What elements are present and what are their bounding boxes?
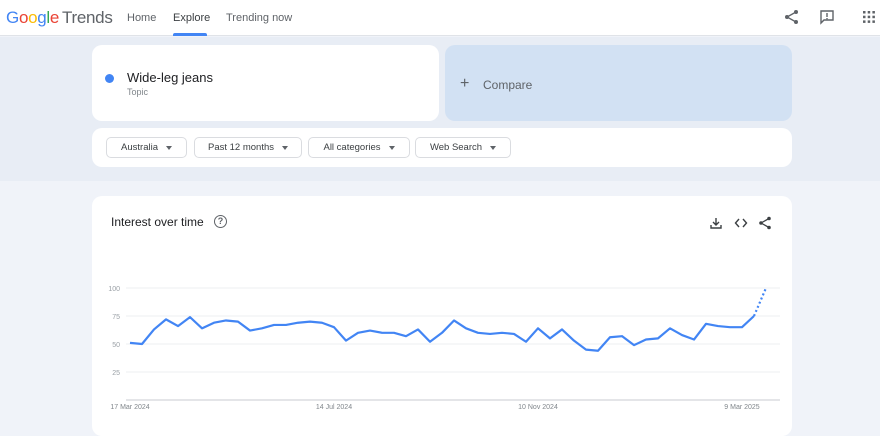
series-line bbox=[130, 316, 754, 351]
x-tick-label: 17 Mar 2024 bbox=[110, 404, 149, 411]
y-tick-label: 25 bbox=[112, 370, 120, 377]
series-partial-segment bbox=[754, 288, 766, 316]
interest-line-chart: 25 50 75 100 17 Mar 2024 14 Jul 2024 10 Nov 20… bbox=[0, 0, 880, 413]
x-tick-label: 14 Jul 2024 bbox=[316, 404, 352, 411]
x-tick-label: 9 Mar 2025 bbox=[724, 404, 760, 411]
y-tick-label: 50 bbox=[112, 342, 120, 349]
y-tick-label: 100 bbox=[108, 286, 120, 293]
x-tick-label: 10 Nov 2024 bbox=[518, 404, 558, 411]
y-tick-label: 75 bbox=[112, 314, 120, 321]
